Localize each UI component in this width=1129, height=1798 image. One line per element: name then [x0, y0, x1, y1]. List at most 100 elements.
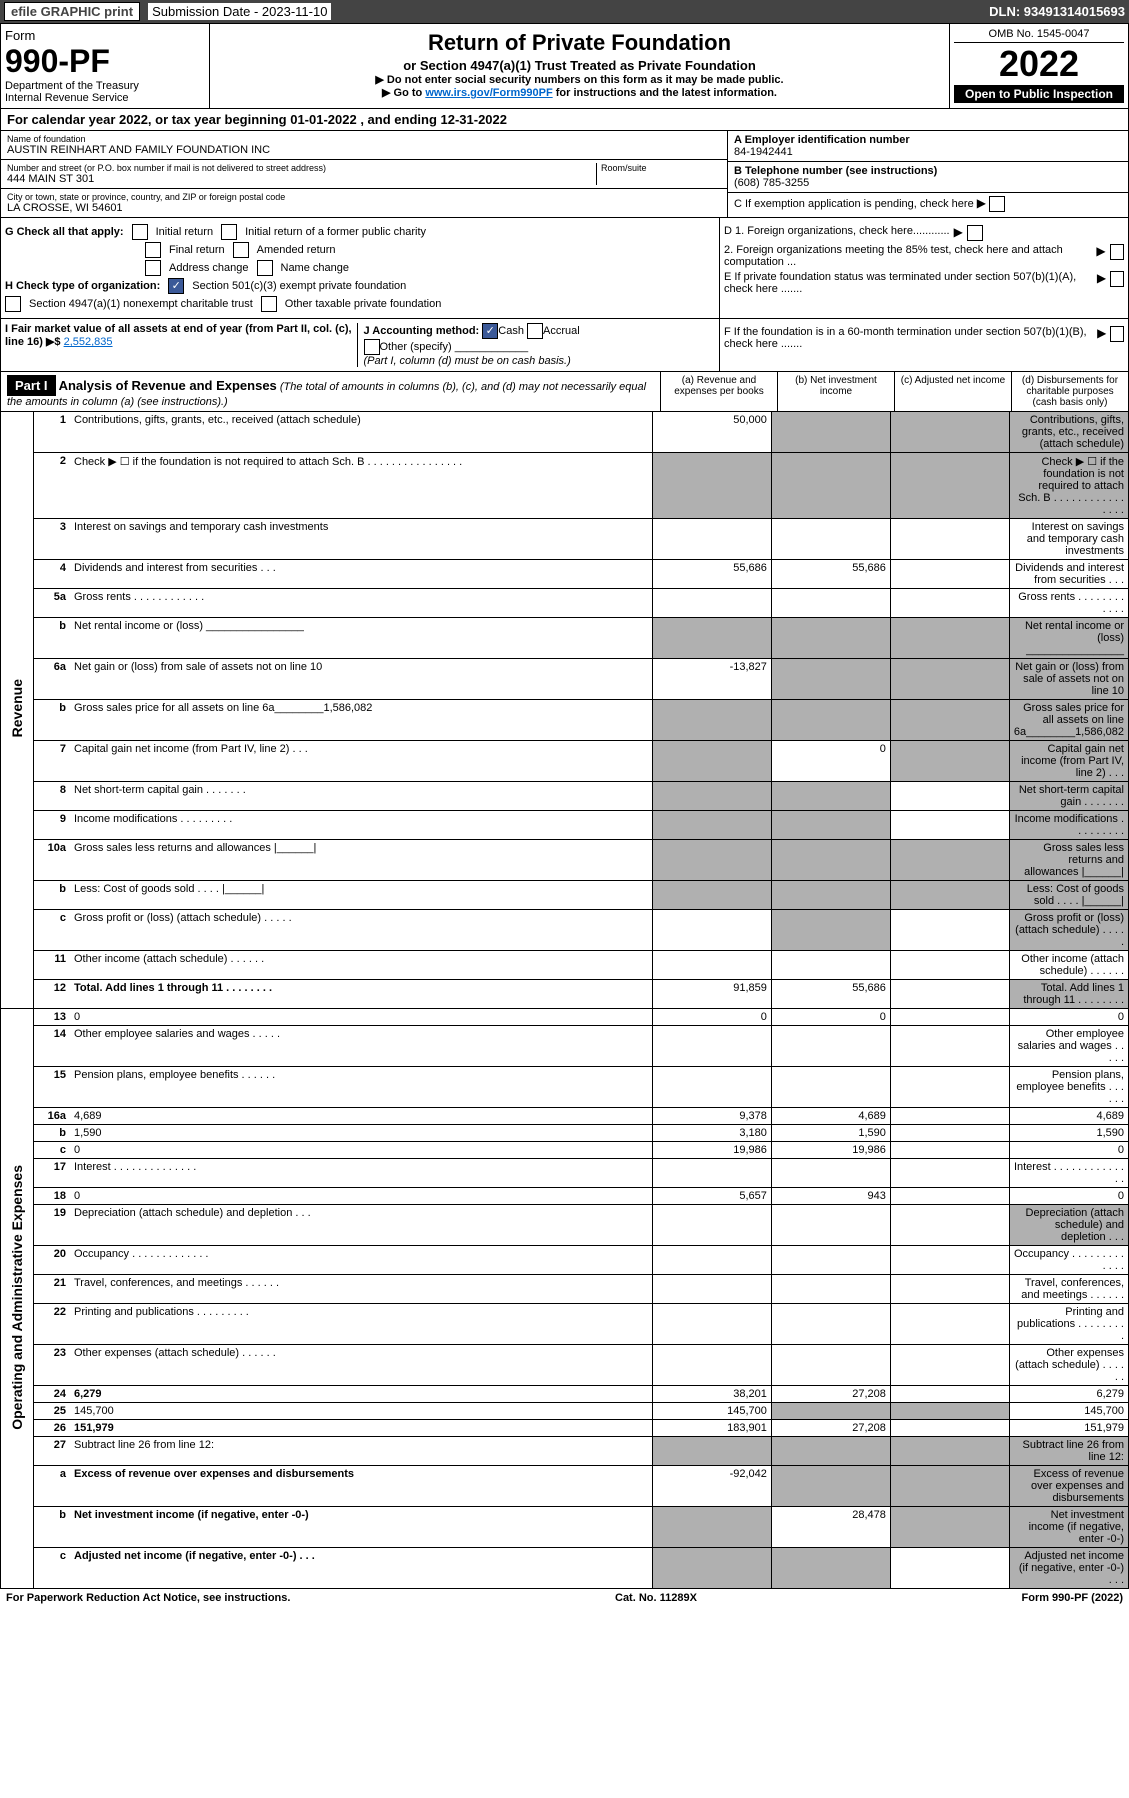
- amt-b: [771, 910, 890, 951]
- cb-cash[interactable]: ✓: [482, 323, 498, 339]
- amt-b: 55,686: [771, 980, 890, 1009]
- row-num: 17: [34, 1159, 71, 1188]
- row-desc: Other employee salaries and wages . . . …: [70, 1026, 652, 1067]
- amt-b: [771, 1437, 890, 1466]
- cb-501c3[interactable]: ✓: [168, 278, 184, 294]
- amt-a: 38,201: [652, 1386, 771, 1403]
- amt-d: Capital gain net income (from Part IV, l…: [1009, 741, 1128, 782]
- cb-initial[interactable]: [132, 224, 148, 240]
- row-num: 4: [34, 560, 71, 589]
- amt-b: [771, 881, 890, 910]
- row-num: 1: [34, 412, 71, 453]
- row-num: 12: [34, 980, 71, 1009]
- cb-other-acct[interactable]: [364, 339, 380, 355]
- amt-b: [771, 1345, 890, 1386]
- amt-c: [890, 519, 1009, 560]
- cb-amended[interactable]: [233, 242, 249, 258]
- row-num: 20: [34, 1246, 71, 1275]
- amt-d: Net short-term capital gain . . . . . . …: [1009, 782, 1128, 811]
- amt-a: [652, 951, 771, 980]
- efile-btn[interactable]: efile GRAPHIC print: [4, 2, 140, 21]
- amt-d: Contributions, gifts, grants, etc., rece…: [1009, 412, 1128, 453]
- amt-c: [890, 589, 1009, 618]
- amt-b: 28,478: [771, 1507, 890, 1548]
- room-label: Room/suite: [601, 163, 721, 173]
- form-header: Form 990-PF Department of the Treasury I…: [0, 23, 1129, 109]
- address: 444 MAIN ST 301: [7, 173, 596, 185]
- amt-a: 50,000: [652, 412, 771, 453]
- row-num: 24: [34, 1386, 71, 1403]
- amt-d: 0: [1009, 1142, 1128, 1159]
- c-checkbox[interactable]: [989, 196, 1005, 212]
- amt-c: [890, 1275, 1009, 1304]
- name-label: Name of foundation: [7, 134, 721, 144]
- amt-d: Check ▶ ☐ if the foundation is not requi…: [1009, 453, 1128, 519]
- amt-b: [771, 1205, 890, 1246]
- row-num: 3: [34, 519, 71, 560]
- row-desc: Gross sales less returns and allowances …: [70, 840, 652, 881]
- d2: 2. Foreign organizations meeting the 85%…: [724, 244, 1092, 268]
- amt-b: 4,689: [771, 1108, 890, 1125]
- row-desc: Occupancy . . . . . . . . . . . . .: [70, 1246, 652, 1275]
- cb-addr[interactable]: [145, 260, 161, 276]
- h-label: H Check type of organization:: [5, 280, 160, 292]
- amt-a: [652, 1275, 771, 1304]
- part1-label: Part I: [7, 375, 56, 396]
- cb-4947[interactable]: [5, 296, 21, 312]
- amt-b: [771, 659, 890, 700]
- cb-final[interactable]: [145, 242, 161, 258]
- row-num: 8: [34, 782, 71, 811]
- amt-a: [652, 1067, 771, 1108]
- form-ref: Form 990-PF (2022): [1022, 1592, 1123, 1604]
- amt-d: Net investment income (if negative, ente…: [1009, 1507, 1128, 1548]
- amt-c: [890, 1466, 1009, 1507]
- dept: Department of the Treasury: [5, 80, 205, 92]
- row-desc: 0: [70, 1142, 652, 1159]
- amt-a: 0: [652, 1009, 771, 1026]
- j-label: J Accounting method:: [364, 325, 480, 337]
- row-desc: 151,979: [70, 1420, 652, 1437]
- amt-d: Pension plans, employee benefits . . . .…: [1009, 1067, 1128, 1108]
- amt-b: [771, 951, 890, 980]
- cb-other-tax[interactable]: [261, 296, 277, 312]
- amt-d: Net gain or (loss) from sale of assets n…: [1009, 659, 1128, 700]
- row-desc: Dividends and interest from securities .…: [70, 560, 652, 589]
- amt-c: [890, 1026, 1009, 1067]
- note-link: ▶ Go to www.irs.gov/Form990PF for instru…: [214, 86, 945, 99]
- amt-d: 0: [1009, 1188, 1128, 1205]
- col-c: (c) Adjusted net income: [894, 372, 1011, 411]
- amt-a: [652, 1205, 771, 1246]
- row-desc: Printing and publications . . . . . . . …: [70, 1304, 652, 1345]
- city: LA CROSSE, WI 54601: [7, 202, 721, 214]
- amt-d: Less: Cost of goods sold . . . . |______…: [1009, 881, 1128, 910]
- amt-c: [890, 1125, 1009, 1142]
- amt-a: [652, 1437, 771, 1466]
- amt-a: 9,378: [652, 1108, 771, 1125]
- cb-accrual[interactable]: [527, 323, 543, 339]
- cb-e[interactable]: [1110, 271, 1124, 287]
- amt-d: Subtract line 26 from line 12:: [1009, 1437, 1128, 1466]
- foundation-name: AUSTIN REINHART AND FAMILY FOUNDATION IN…: [7, 144, 721, 156]
- amt-c: [890, 980, 1009, 1009]
- amt-a: 91,859: [652, 980, 771, 1009]
- amt-a: [652, 589, 771, 618]
- cb-f[interactable]: [1110, 326, 1124, 342]
- j-note: (Part I, column (d) must be on cash basi…: [364, 355, 571, 367]
- amt-d: Gross sales price for all assets on line…: [1009, 700, 1128, 741]
- irs-link[interactable]: www.irs.gov/Form990PF: [425, 87, 552, 99]
- row-num: a: [34, 1466, 71, 1507]
- row-num: b: [34, 618, 71, 659]
- cb-d1[interactable]: [967, 225, 983, 241]
- paperwork: For Paperwork Reduction Act Notice, see …: [6, 1592, 290, 1604]
- row-num: 7: [34, 741, 71, 782]
- g-label: G Check all that apply:: [5, 226, 124, 238]
- amt-b: [771, 700, 890, 741]
- cb-name[interactable]: [257, 260, 273, 276]
- cb-d2[interactable]: [1110, 244, 1124, 260]
- amt-a: [652, 519, 771, 560]
- form-title: Return of Private Foundation: [214, 30, 945, 56]
- amt-c: [890, 1205, 1009, 1246]
- cb-initial-former[interactable]: [221, 224, 237, 240]
- row-num: 19: [34, 1205, 71, 1246]
- addr-label: Number and street (or P.O. box number if…: [7, 163, 596, 173]
